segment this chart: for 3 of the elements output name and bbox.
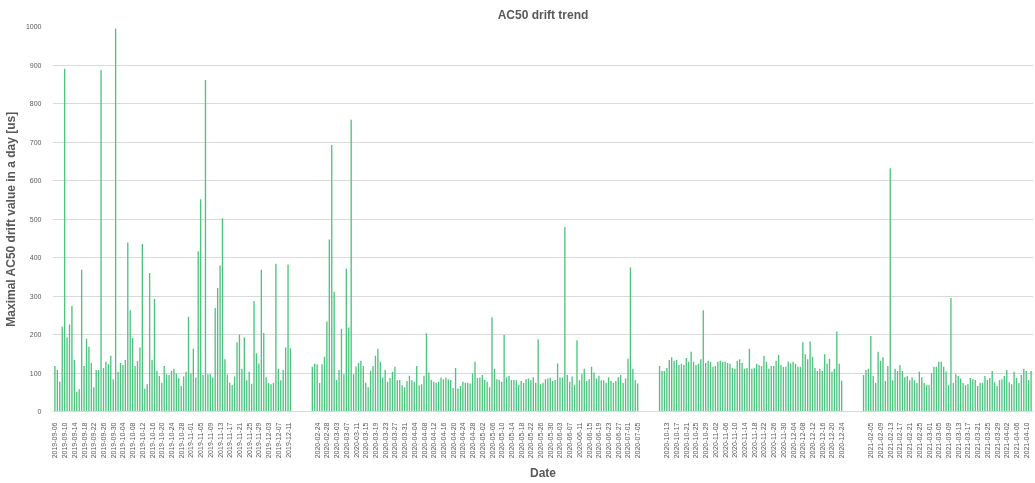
y-axis-title: Maximal AC50 drift value in a day [us]	[3, 111, 18, 327]
chart-title: AC50 drift trend	[497, 7, 589, 22]
x-axis-title: Date	[530, 466, 557, 481]
